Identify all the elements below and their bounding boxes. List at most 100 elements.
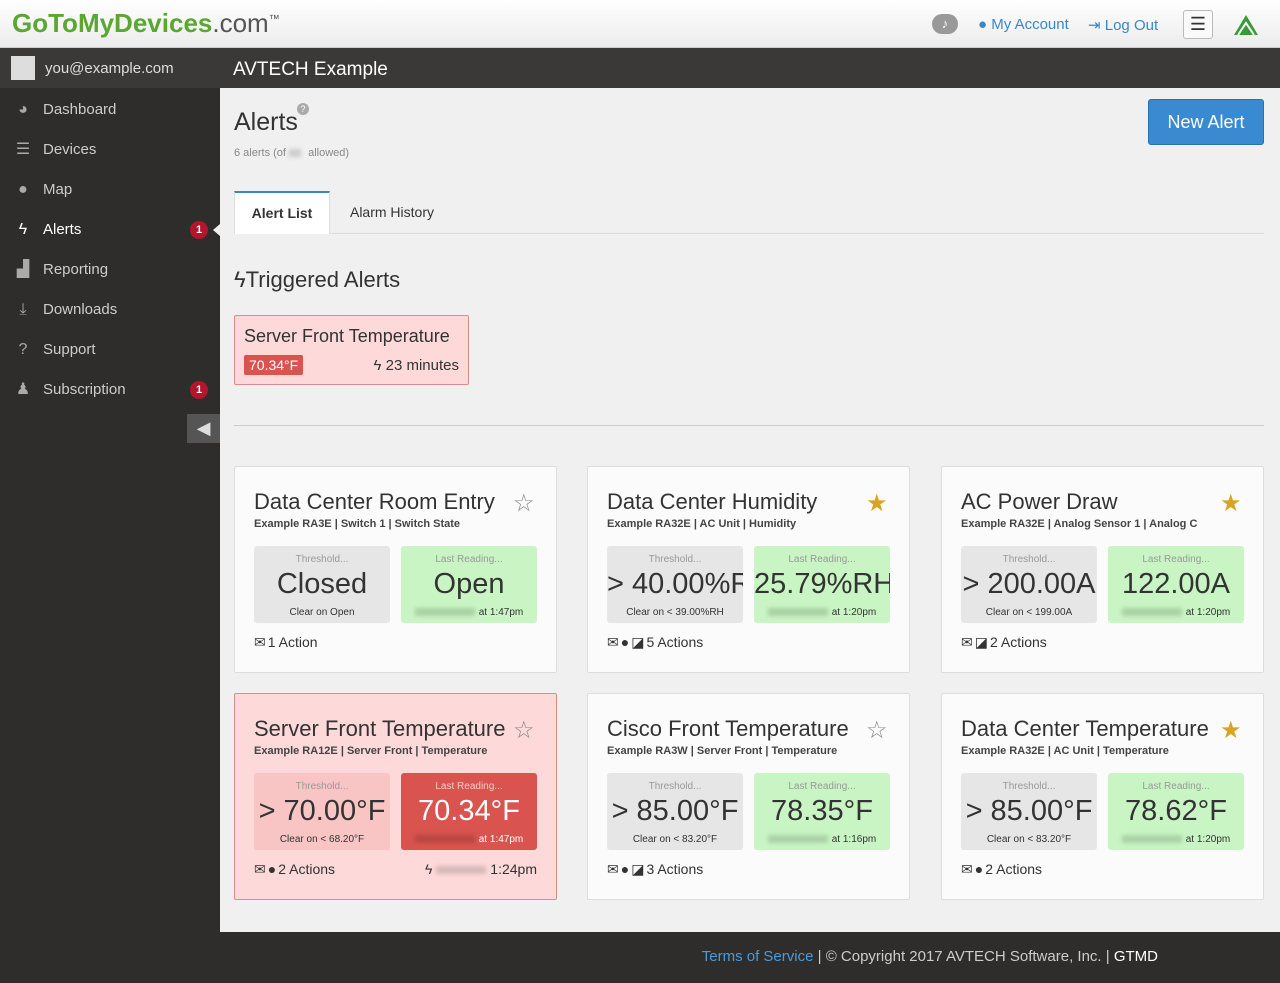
triggered-name: Server Front Temperature xyxy=(244,326,450,346)
actions-row[interactable]: ✉ ● 2 Actions xyxy=(254,861,335,878)
action-icon: ● xyxy=(620,634,630,650)
menu-item[interactable]: ☰ Devices xyxy=(0,130,220,170)
action-icon: ✉ xyxy=(607,634,619,650)
my-account-link[interactable]: ● My Account xyxy=(978,16,1069,33)
collapse-button[interactable]: ◀ xyxy=(187,414,220,443)
menu-icon: ◕ xyxy=(18,101,28,118)
menu-icon: ϟ xyxy=(18,221,28,238)
threshold-value: > 40.00%R xyxy=(607,568,743,600)
user-row[interactable]: you@example.com xyxy=(0,48,220,88)
alert-card[interactable]: Data Center Room Entry Example RA3E | Swi… xyxy=(234,466,557,673)
threshold-label: Threshold... xyxy=(295,554,349,565)
card-subtitle: Example RA32E | Analog Sensor 1 | Analog… xyxy=(961,518,1198,530)
brand-icon[interactable] xyxy=(1232,13,1260,37)
menu-toggle[interactable]: ☰ xyxy=(1183,10,1213,39)
card-subtitle: Example RA32E | AC Unit | Humidity xyxy=(607,518,797,530)
action-icon: ● xyxy=(974,861,984,877)
actions-row[interactable]: ✉ ● ◪ 3 Actions xyxy=(607,861,703,878)
card-title: Cisco Front Temperature xyxy=(607,716,849,741)
blurred-date xyxy=(414,608,475,617)
divider xyxy=(234,425,1264,426)
menu-badge: 1 xyxy=(190,381,208,399)
brand: GTMD xyxy=(1113,948,1158,965)
clear-condition: Clear on < 68.20°F xyxy=(279,834,365,845)
terms-link[interactable]: Terms of Service xyxy=(701,948,814,965)
threshold-box: Threshold... > 40.00%R Clear on < 39.00%RH xyxy=(607,546,743,623)
actions-count: 2 Actions xyxy=(985,861,1043,877)
threshold-label: Threshold... xyxy=(648,554,702,565)
reading-time-row: at 1:47pm xyxy=(401,834,537,845)
actions-row[interactable]: ✉ ● 2 Actions xyxy=(961,861,1042,878)
threshold-box: Threshold... > 70.00°F Clear on < 68.20°F xyxy=(254,773,390,850)
copyright: | © Copyright 2017 AVTECH Software, Inc.… xyxy=(817,948,1110,965)
menu-item[interactable]: ● Map xyxy=(0,170,220,210)
notifications-button[interactable]: ♪ xyxy=(932,14,958,34)
reading-time: at 1:20pm xyxy=(1185,607,1231,618)
card-subtitle: Example RA12E | Server Front | Temperatu… xyxy=(254,745,488,757)
active-pointer xyxy=(213,224,220,236)
menu-item[interactable]: ⤓ Downloads xyxy=(0,290,220,330)
favorite-star[interactable]: ★ xyxy=(866,490,888,517)
favorite-star[interactable]: ☆ xyxy=(513,717,535,744)
sidebar: you@example.com ◕ Dashboard ☰ Devices ● Map ϟ A… xyxy=(0,48,220,983)
triggered-alert[interactable]: Server Front Temperature 70.34°F ϟ 23 mi… xyxy=(234,315,469,385)
card-title: Data Center Room Entry xyxy=(254,489,495,514)
logo[interactable]: GoToMyDevices.com™ xyxy=(12,8,280,39)
tab[interactable]: Alarm History xyxy=(349,204,434,220)
menu-badge: 1 xyxy=(190,221,208,239)
alert-card[interactable]: Data Center Temperature Example RA32E | A… xyxy=(941,693,1264,900)
reading-time-row: at 1:16pm xyxy=(754,834,890,845)
reading-value: Open xyxy=(433,568,505,600)
menu-item[interactable]: ◕ Dashboard xyxy=(0,90,220,130)
menu-item[interactable]: ▟ Reporting xyxy=(0,250,220,290)
card-title: Server Front Temperature xyxy=(254,716,506,741)
menu-item[interactable]: ϟ Alerts 1 xyxy=(0,210,220,250)
blurred-date xyxy=(767,608,828,617)
card-title: Data Center Humidity xyxy=(607,489,818,514)
favorite-star[interactable]: ☆ xyxy=(866,717,888,744)
blurred-date xyxy=(436,866,487,875)
reading-box: Last Reading... 78.62°F at 1:20pm xyxy=(1108,773,1244,850)
reading-value: 122.00A xyxy=(1121,568,1231,600)
action-icon: ◪ xyxy=(631,634,645,650)
blurred-date xyxy=(1121,835,1182,844)
favorite-star[interactable]: ★ xyxy=(1220,717,1242,744)
favorite-star[interactable]: ☆ xyxy=(513,490,535,517)
section-heading: ϟTriggered Alerts xyxy=(234,267,401,292)
reading-time-row: at 1:20pm xyxy=(1108,607,1244,618)
threshold-label: Threshold... xyxy=(295,781,349,792)
actions-row[interactable]: ✉ 1 Action xyxy=(254,634,318,651)
triggered-value: 70.34°F xyxy=(244,355,304,375)
menu-item[interactable]: ♟ Subscription 1 xyxy=(0,370,220,410)
reading-box: Last Reading... 25.79%RH at 1:20pm xyxy=(754,546,890,623)
alert-card[interactable]: Server Front Temperature Example RA12E | … xyxy=(234,693,557,900)
menu-label: Support xyxy=(43,341,96,358)
actions-count: 2 Actions xyxy=(278,861,336,877)
threshold-label: Threshold... xyxy=(648,781,702,792)
favorite-star[interactable]: ★ xyxy=(1220,490,1242,517)
alert-card[interactable]: AC Power Draw Example RA32E | Analog Sens… xyxy=(941,466,1264,673)
clear-condition: Clear on < 83.20°F xyxy=(632,834,718,845)
alert-card[interactable]: Cisco Front Temperature Example RA3W | Se… xyxy=(587,693,910,900)
reading-time: at 1:20pm xyxy=(1185,834,1231,845)
actions-row[interactable]: ✉ ◪ 2 Actions xyxy=(961,634,1047,651)
card-subtitle: Example RA32E | AC Unit | Temperature xyxy=(961,745,1169,757)
action-icon: ✉ xyxy=(961,634,973,650)
threshold-value: > 85.00°F xyxy=(611,795,739,827)
reading-label: Last Reading... xyxy=(435,554,503,565)
threshold-value: > 85.00°F xyxy=(965,795,1093,827)
menu-item[interactable]: ? Support xyxy=(0,330,220,370)
reading-label: Last Reading... xyxy=(1142,781,1210,792)
new-alert-button[interactable]: New Alert xyxy=(1148,99,1264,145)
help-icon[interactable]: ? xyxy=(297,103,309,115)
clear-condition: Clear on < 39.00%RH xyxy=(626,607,724,618)
footer: Terms of Service | © Copyright 2017 AVTE… xyxy=(220,932,1280,983)
clear-condition: Clear on < 83.20°F xyxy=(986,834,1072,845)
action-icon: ● xyxy=(620,861,630,877)
actions-row[interactable]: ✉ ● ◪ 5 Actions xyxy=(607,634,703,651)
alert-card[interactable]: Data Center Humidity Example RA32E | AC U… xyxy=(587,466,910,673)
avatar xyxy=(11,56,35,80)
tab-active[interactable]: Alert List xyxy=(234,191,330,234)
log-out-link[interactable]: ⇥ Log Out xyxy=(1088,17,1159,34)
reading-label: Last Reading... xyxy=(435,781,503,792)
